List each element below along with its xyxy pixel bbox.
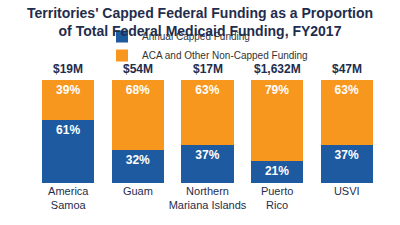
svg-text:$1,632M: $1,632M (254, 62, 301, 76)
svg-text:$17M: $17M (193, 62, 223, 76)
svg-text:39%: 39% (56, 83, 80, 97)
svg-text:79%: 79% (265, 83, 289, 97)
svg-text:$19M: $19M (53, 62, 83, 76)
svg-text:NorthernMariana Islands: NorthernMariana Islands (169, 185, 247, 211)
svg-text:Guam: Guam (123, 185, 153, 197)
svg-text:21%: 21% (265, 164, 289, 178)
svg-text:63%: 63% (335, 83, 359, 97)
svg-text:63%: 63% (195, 83, 219, 97)
svg-text:37%: 37% (195, 148, 219, 162)
svg-text:$47M: $47M (332, 62, 362, 76)
svg-text:Annual Capped Funding: Annual Capped Funding (142, 31, 250, 42)
svg-text:32%: 32% (126, 153, 150, 167)
svg-text:USVI: USVI (334, 185, 360, 197)
svg-text:PuertoRico: PuertoRico (261, 185, 293, 211)
svg-text:$54M: $54M (123, 62, 153, 76)
svg-text:ACA and Other Non-Capped Fundi: ACA and Other Non-Capped Funding (142, 50, 308, 61)
svg-text:AmericaSamoa: AmericaSamoa (48, 185, 89, 211)
svg-text:61%: 61% (56, 123, 80, 137)
svg-text:68%: 68% (126, 83, 150, 97)
svg-text:37%: 37% (335, 148, 359, 162)
svg-text:Territories' Capped Federal Fu: Territories' Capped Federal Funding as a… (27, 5, 373, 39)
